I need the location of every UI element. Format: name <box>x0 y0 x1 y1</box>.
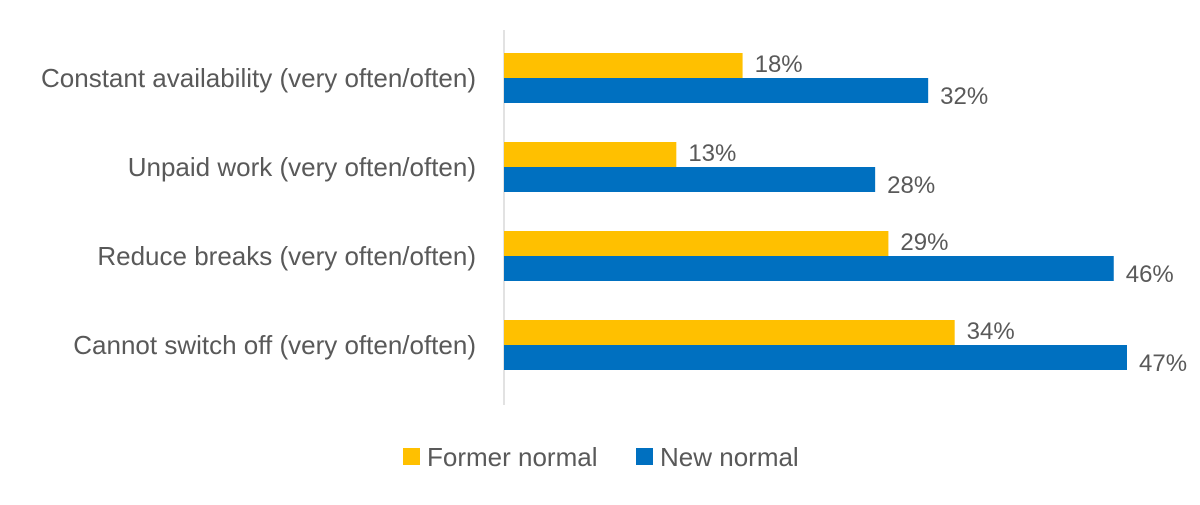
former-normal-value-label: 13% <box>688 140 736 167</box>
value-labels: 18% 32% 13% 28% 29% 46% 34% 47% <box>688 51 1187 377</box>
legend-swatch <box>636 448 653 465</box>
category-label: Unpaid work (very often/often) <box>128 152 476 182</box>
legend-entry: Former normal <box>427 442 597 472</box>
new-normal-bar <box>504 345 1127 370</box>
legend-entry: New normal <box>660 442 799 472</box>
former-normal-value-label: 29% <box>900 229 948 256</box>
new-normal-value-label: 28% <box>887 172 935 199</box>
former-normal-value-label: 18% <box>755 51 803 78</box>
former-normal-value-label: 34% <box>967 318 1015 345</box>
new-normal-value-label: 32% <box>940 83 988 110</box>
bars <box>504 53 1127 370</box>
new-normal-bar <box>504 167 876 192</box>
new-normal-bar <box>504 256 1114 281</box>
new-normal-value-label: 46% <box>1126 261 1174 288</box>
new-normal-bar <box>504 78 929 103</box>
legend-swatch <box>403 448 420 465</box>
category-label: Constant availability (very often/often) <box>41 63 476 93</box>
category-label: Cannot switch off (very often/often) <box>73 330 476 360</box>
former-normal-bar <box>504 53 743 78</box>
former-normal-bar <box>504 142 677 167</box>
former-normal-bar <box>504 231 889 256</box>
new-normal-value-label: 47% <box>1139 350 1187 377</box>
category-label: Reduce breaks (very often/often) <box>97 241 476 271</box>
former-normal-bar <box>504 320 955 345</box>
category-labels: Constant availability (very often/often)… <box>41 63 476 360</box>
legend: Former normal New normal <box>403 442 799 472</box>
